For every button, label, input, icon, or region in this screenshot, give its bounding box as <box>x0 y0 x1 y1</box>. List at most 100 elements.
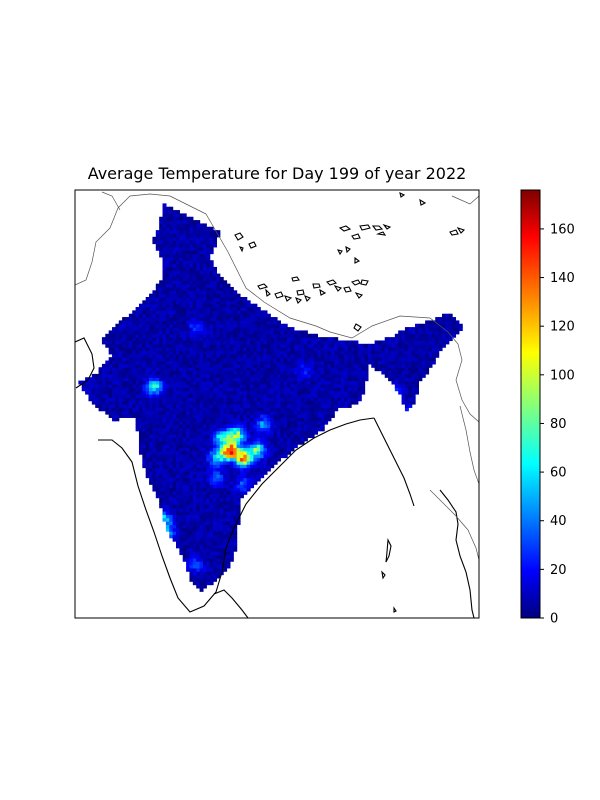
grid-cell <box>206 387 211 392</box>
grid-cell <box>411 397 416 402</box>
grid-cell <box>186 557 191 562</box>
grid-cell <box>327 370 332 375</box>
grid-cell <box>287 350 292 355</box>
grid-cell <box>159 330 164 335</box>
grid-cell <box>293 373 298 378</box>
grid-cell <box>172 300 177 305</box>
grid-cell <box>277 420 281 425</box>
grid-cell <box>186 337 191 342</box>
grid-cell <box>260 460 265 465</box>
grid-cell <box>152 313 157 318</box>
grid-cell <box>179 350 184 355</box>
grid-cell <box>216 450 221 455</box>
grid-cell <box>206 230 211 235</box>
grid-cell <box>435 323 440 328</box>
grid-cell <box>125 360 130 365</box>
grid-cell <box>206 494 211 499</box>
grid-cell <box>186 477 191 482</box>
grid-cell <box>263 420 268 425</box>
grid-cell <box>401 343 406 348</box>
grid-cell <box>189 577 194 582</box>
grid-cell <box>337 387 342 392</box>
grid-cell <box>95 383 100 388</box>
grid-cell <box>229 537 234 542</box>
grid-cell <box>219 484 224 489</box>
grid-cell <box>189 544 194 549</box>
grid-cell <box>300 360 305 365</box>
grid-cell <box>196 547 201 552</box>
grid-cell <box>229 407 234 412</box>
grid-cell <box>239 477 244 482</box>
grid-cell <box>209 276 214 281</box>
grid-cell <box>310 387 315 392</box>
grid-cell <box>229 444 234 449</box>
grid-cell <box>206 307 211 311</box>
grid-cell <box>159 216 164 221</box>
grid-cell <box>152 330 157 335</box>
grid-cell <box>381 340 386 345</box>
grid-cell <box>263 337 268 342</box>
grid-cell <box>182 220 187 225</box>
grid-cell <box>303 434 308 439</box>
grid-cell <box>266 417 271 422</box>
grid-cell <box>192 303 197 308</box>
grid-cell <box>213 353 217 358</box>
grid-cell <box>192 427 197 432</box>
grid-cell <box>340 340 345 345</box>
grid-cell <box>199 511 204 515</box>
grid-cell <box>246 457 251 462</box>
grid-cell <box>401 400 406 405</box>
grid-cell <box>317 363 322 368</box>
grid-cell <box>324 407 329 412</box>
grid-cell <box>152 400 157 405</box>
grid-cell <box>88 393 93 398</box>
grid-cell <box>138 450 143 455</box>
grid-cell <box>243 427 248 432</box>
grid-cell <box>206 404 211 408</box>
grid-cell <box>250 410 255 415</box>
grid-cell <box>226 527 231 532</box>
grid-cell <box>213 276 217 281</box>
grid-cell <box>91 390 96 395</box>
grid-cell <box>394 353 399 358</box>
grid-cell <box>226 447 231 452</box>
colorbar-tick-label: 120 <box>550 320 575 335</box>
grid-cell <box>256 450 261 455</box>
grid-cell <box>159 353 164 358</box>
grid-cell <box>283 323 288 328</box>
grid-cell <box>253 424 258 428</box>
grid-cell <box>415 330 419 335</box>
grid-cell <box>169 464 174 469</box>
grid-cell <box>219 317 224 321</box>
grid-cell <box>165 323 170 328</box>
grid-cell <box>344 393 349 398</box>
grid-cell <box>199 527 204 532</box>
grid-cell <box>361 353 366 358</box>
grid-cell <box>327 350 332 355</box>
grid-cell <box>189 427 194 432</box>
grid-cell <box>253 440 258 445</box>
grid-cell <box>340 353 345 358</box>
grid-cell <box>229 484 234 489</box>
grid-cell <box>182 293 187 298</box>
grid-cell <box>263 430 268 435</box>
grid-cell <box>347 393 352 398</box>
grid-cell <box>216 317 221 321</box>
grid-cell <box>149 417 154 422</box>
grid-cell <box>155 240 160 245</box>
grid-cell <box>213 293 217 298</box>
grid-cell <box>135 337 140 342</box>
grid-cell <box>138 320 143 325</box>
grid-cell <box>182 477 187 482</box>
grid-cell <box>334 367 339 372</box>
grid-cell <box>273 404 278 408</box>
grid-cell <box>186 524 191 529</box>
grid-cell <box>209 373 214 378</box>
grid-cell <box>135 313 140 318</box>
grid-cell <box>213 377 217 382</box>
grid-cell <box>149 390 154 395</box>
grid-cell <box>162 363 167 368</box>
grid-cell <box>189 547 194 552</box>
grid-cell <box>169 246 174 251</box>
grid-cell <box>162 327 167 332</box>
